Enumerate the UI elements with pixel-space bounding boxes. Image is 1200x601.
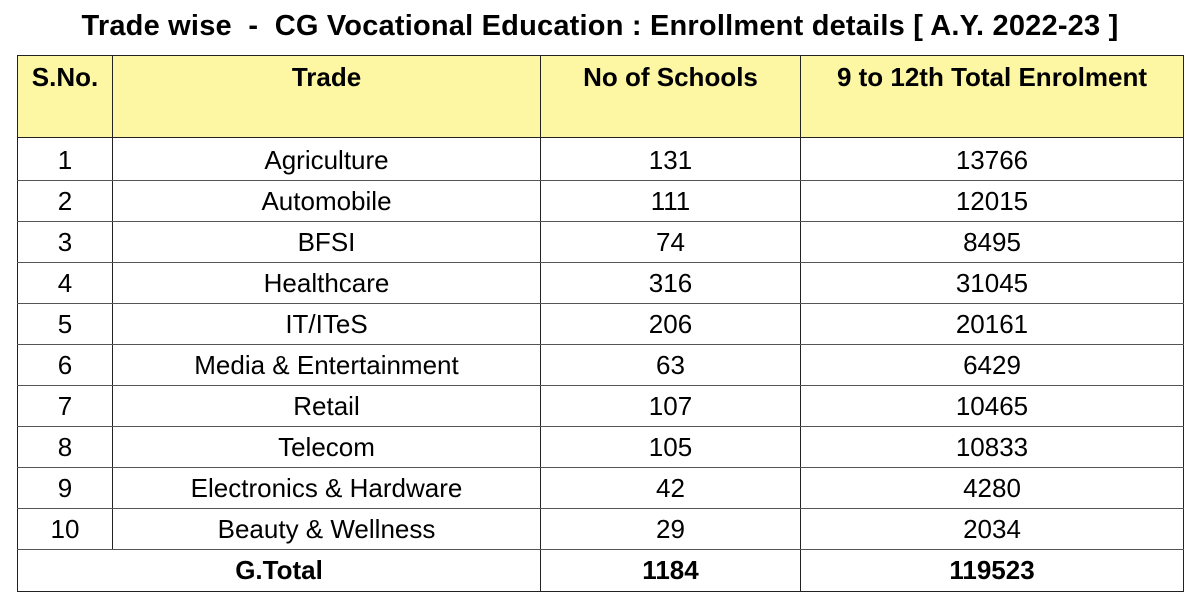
cell-schools: 105	[540, 426, 801, 468]
table-row: 4 Healthcare 316 31045	[17, 262, 1184, 304]
cell-enrolment: 13766	[800, 137, 1184, 181]
cell-trade: Electronics & Hardware	[112, 467, 541, 509]
cell-trade: Telecom	[112, 426, 541, 468]
cell-trade: Healthcare	[112, 262, 541, 304]
cell-trade: BFSI	[112, 221, 541, 263]
cell-schools: 42	[540, 467, 801, 509]
cell-enrolment: 4280	[800, 467, 1184, 509]
cell-schools: 29	[540, 508, 801, 550]
cell-trade: IT/ITeS	[112, 303, 541, 345]
cell-sno: 6	[17, 344, 113, 386]
header-enrolment: 9 to 12th Total Enrolment	[800, 55, 1184, 138]
total-schools: 1184	[540, 549, 801, 592]
table-row: 3 BFSI 74 8495	[17, 221, 1184, 263]
cell-schools: 63	[540, 344, 801, 386]
header-sno: S.No.	[17, 55, 113, 138]
table-row: 6 Media & Entertainment 63 6429	[17, 344, 1184, 386]
cell-enrolment: 10465	[800, 385, 1184, 427]
total-row: G.Total 1184 119523	[17, 549, 1184, 592]
cell-sno: 3	[17, 221, 113, 263]
cell-sno: 9	[17, 467, 113, 509]
cell-trade: Automobile	[112, 180, 541, 222]
cell-schools: 206	[540, 303, 801, 345]
cell-schools: 107	[540, 385, 801, 427]
table-row: 1 Agriculture 131 13766	[17, 137, 1184, 181]
cell-schools: 316	[540, 262, 801, 304]
cell-enrolment: 31045	[800, 262, 1184, 304]
cell-enrolment: 20161	[800, 303, 1184, 345]
cell-trade: Retail	[112, 385, 541, 427]
cell-sno: 4	[17, 262, 113, 304]
cell-enrolment: 6429	[800, 344, 1184, 386]
table-row: 7 Retail 107 10465	[17, 385, 1184, 427]
table-row: 9 Electronics & Hardware 42 4280	[17, 467, 1184, 509]
cell-schools: 131	[540, 137, 801, 181]
cell-sno: 7	[17, 385, 113, 427]
table-row: 10 Beauty & Wellness 29 2034	[17, 508, 1184, 550]
cell-schools: 111	[540, 180, 801, 222]
table-row: 2 Automobile 111 12015	[17, 180, 1184, 222]
cell-trade: Beauty & Wellness	[112, 508, 541, 550]
cell-sno: 1	[17, 137, 113, 181]
cell-sno: 10	[17, 508, 113, 550]
header-row: S.No. Trade No of Schools 9 to 12th Tota…	[17, 55, 1184, 138]
cell-trade: Agriculture	[112, 137, 541, 181]
table-row: 8 Telecom 105 10833	[17, 426, 1184, 468]
total-enrolment: 119523	[800, 549, 1184, 592]
cell-sno: 5	[17, 303, 113, 345]
cell-trade: Media & Entertainment	[112, 344, 541, 386]
table-row: 5 IT/ITeS 206 20161	[17, 303, 1184, 345]
page-title: Trade wise - CG Vocational Education : E…	[81, 10, 1119, 42]
cell-enrolment: 8495	[800, 221, 1184, 263]
total-label: G.Total	[17, 549, 541, 592]
cell-enrolment: 10833	[800, 426, 1184, 468]
header-trade: Trade	[112, 55, 541, 138]
cell-enrolment: 2034	[800, 508, 1184, 550]
cell-schools: 74	[540, 221, 801, 263]
enrollment-table: S.No. Trade No of Schools 9 to 12th Tota…	[17, 55, 1184, 592]
cell-sno: 8	[17, 426, 113, 468]
cell-sno: 2	[17, 180, 113, 222]
header-schools: No of Schools	[540, 55, 801, 138]
cell-enrolment: 12015	[800, 180, 1184, 222]
